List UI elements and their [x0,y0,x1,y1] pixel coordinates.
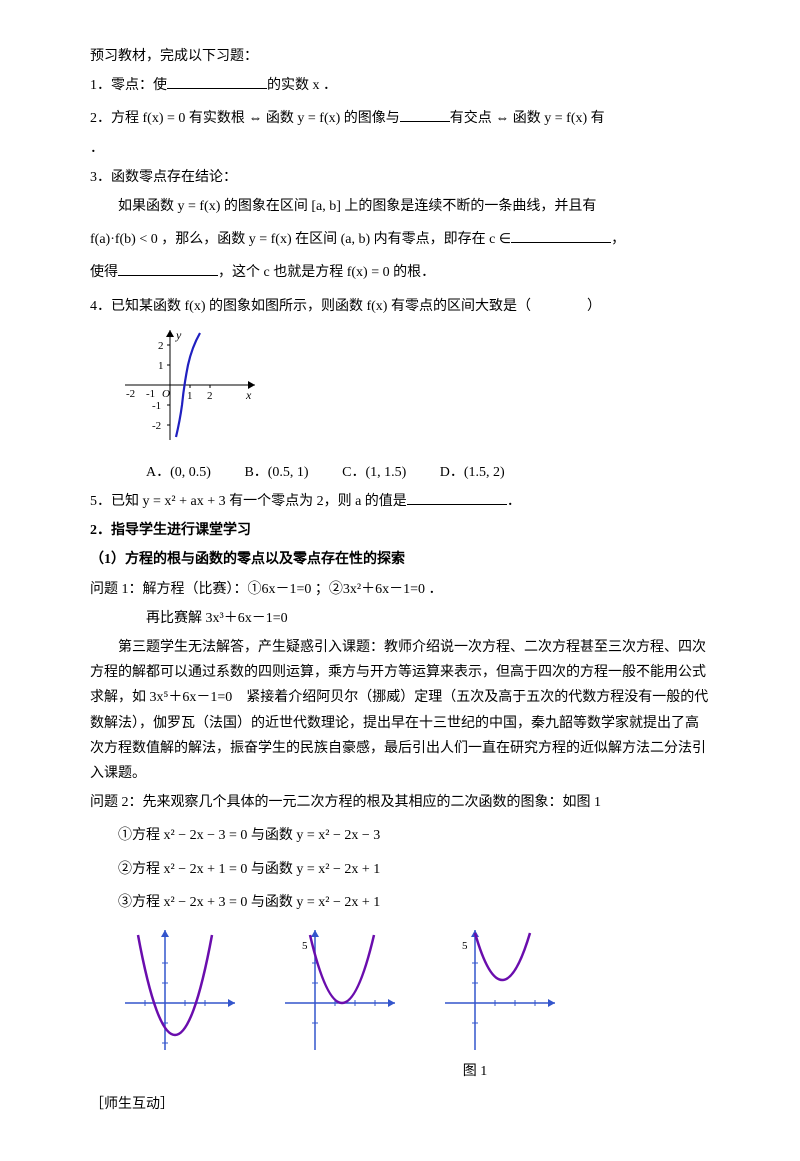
q5-tail: ． [507,494,521,509]
q2-blank1[interactable] [400,107,450,122]
svg-text:-1: -1 [146,388,155,400]
parabola-row: 5 5 [120,925,710,1055]
svg-text:2: 2 [158,340,164,352]
eq1: ①方程 x² − 2x − 3 = 0 与函数 y = x² − 2x − 3 [90,823,710,848]
q1-blank[interactable] [167,74,267,89]
q4-graph: 2 1 -1 -2 -2 -1 O 1 2 x y [120,325,710,454]
q3-line3: 使得 ，这个 c 也就是方程 f(x) = 0 的根． [90,260,710,285]
q3-line2b: ， [611,232,625,247]
eq2: ②方程 x² − 2x + 1 = 0 与函数 y = x² − 2x + 1 [90,857,710,882]
parabola-2: 5 [280,925,400,1055]
section2-title: 2．指导学生进行课堂学习 [90,518,710,543]
q2-pre: 2．方程 f(x) = 0 有实数根 ⇔ 函数 y = f(x) 的图像与 [90,111,400,126]
svg-text:-2: -2 [126,388,135,400]
q4-optA[interactable]: A．(0, 0.5) [146,460,211,485]
q2: 2．方程 f(x) = 0 有实数根 ⇔ 函数 y = f(x) 的图像与 有交点… [90,106,710,131]
svg-text:1: 1 [158,360,164,372]
problem1a: 问题 1：解方程（比赛）：①6x－1=0 ；②3x²＋6x－1=0 ． [90,577,710,602]
q2-mid: 有交点 ⇔ 函数 y = f(x) 有 [450,111,605,126]
q4-text: 4．已知某函数 f(x) 的图象如图所示，则函数 f(x) 有零点的区间大致是（… [90,294,710,319]
svg-text:-1: -1 [152,400,161,412]
svg-text:x: x [245,388,252,402]
section2-sub1: （1）方程的根与函数的零点以及零点存在性的探索 [90,547,710,572]
q1-tail: 的实数 x ． [267,78,337,93]
q5-pre: 5．已知 y = x² + ax + 3 有一个零点为 2，则 a 的值是 [90,494,407,509]
q3-line2a: f(a)·f(b) < 0 ，那么，函数 y = f(x) 在区间 (a, b)… [90,232,511,247]
footer-interaction: ［师生互动］ [90,1092,710,1117]
q4-optD[interactable]: D．(1.5, 2) [440,460,505,485]
svg-text:5: 5 [462,940,468,952]
svg-text:5: 5 [302,940,308,952]
parabola-1 [120,925,240,1055]
q1-label: 1．零点：使 [90,78,167,93]
fig1-label: 图 1 [240,1059,710,1084]
q3-blank1[interactable] [511,228,611,243]
para1: 第三题学生无法解答，产生疑惑引入课题：教师介绍说一次方程、二次方程甚至三次方程、… [90,635,710,786]
q1: 1．零点：使 的实数 x ． [90,73,710,98]
svg-text:2: 2 [207,390,213,402]
problem1b: 再比赛解 3x³＋6x－1=0 [90,606,710,631]
svg-text:-2: -2 [152,420,161,432]
q2-tail-line: ． [90,136,710,161]
q4-graph-svg: 2 1 -1 -2 -2 -1 O 1 2 x y [120,325,260,445]
q3-line3b: ，这个 c 也就是方程 f(x) = 0 的根． [218,265,435,280]
q3-blank2[interactable] [118,261,218,276]
svg-text:1: 1 [187,390,193,402]
q5-blank[interactable] [407,490,507,505]
q3-line2: f(a)·f(b) < 0 ，那么，函数 y = f(x) 在区间 (a, b)… [90,227,710,252]
intro: 预习教材，完成以下习题： [90,44,710,69]
problem2: 问题 2：先来观察几个具体的一元二次方程的根及其相应的二次函数的图象：如图 1 [90,790,710,815]
svg-text:O: O [162,388,170,400]
q4-optB[interactable]: B．(0.5, 1) [244,460,308,485]
q4-optC[interactable]: C．(1, 1.5) [342,460,406,485]
q3-line1: 如果函数 y = f(x) 的图象在区间 [a, b] 上的图象是连续不断的一条… [90,194,710,219]
parabola-3: 5 [440,925,560,1055]
q3-title: 3．函数零点存在结论： [90,165,710,190]
svg-text:y: y [175,328,182,342]
q3-line3a: 使得 [90,265,118,280]
q4-options: A．(0, 0.5) B．(0.5, 1) C．(1, 1.5) D．(1.5,… [90,460,710,485]
eq3: ③方程 x² − 2x + 3 = 0 与函数 y = x² − 2x + 1 [90,890,710,915]
q5: 5．已知 y = x² + ax + 3 有一个零点为 2，则 a 的值是 ． [90,489,710,514]
